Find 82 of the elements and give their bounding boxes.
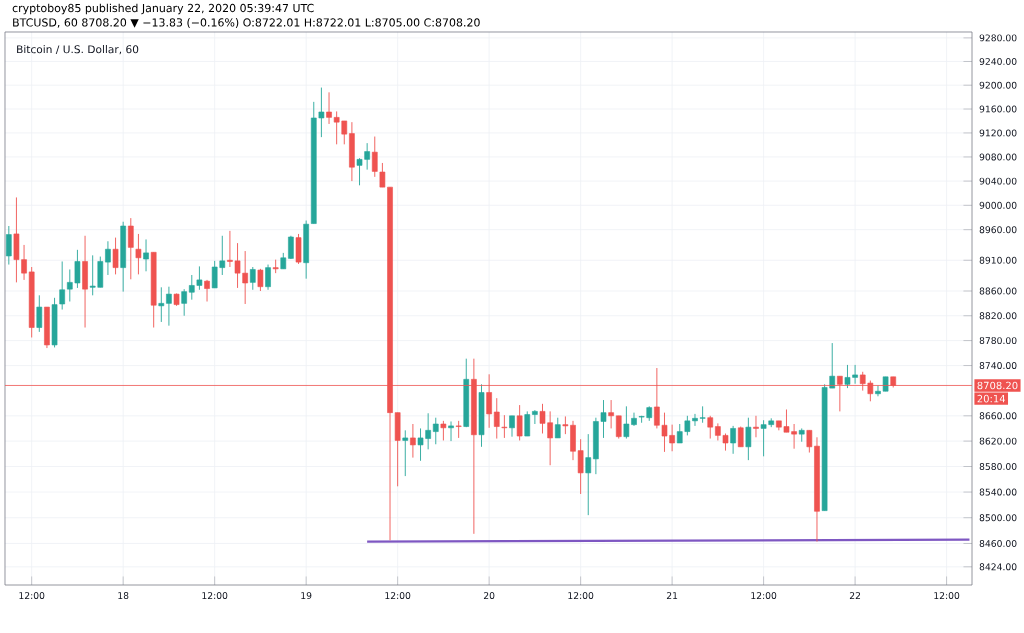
y-tick-label: 9080.00 bbox=[979, 153, 1017, 161]
x-tick-label: 12:00 bbox=[19, 592, 45, 600]
candlestick bbox=[158, 286, 165, 323]
x-tick-label: 19 bbox=[301, 592, 312, 600]
y-tick-label: 9040.00 bbox=[979, 177, 1017, 185]
candlestick bbox=[600, 399, 607, 439]
y-tick-label: 8540.00 bbox=[979, 488, 1017, 496]
y-tick-label: 8780.00 bbox=[979, 337, 1017, 345]
candlestick bbox=[608, 399, 614, 429]
x-tick-label: 18 bbox=[118, 592, 129, 600]
y-tick-label: 8500.00 bbox=[979, 514, 1017, 522]
candlestick bbox=[440, 420, 447, 441]
x-tick-label: 12:00 bbox=[568, 592, 594, 600]
candlestick bbox=[448, 421, 454, 442]
candlestick bbox=[516, 404, 523, 441]
x-tick-label: 12:00 bbox=[385, 592, 411, 600]
candlestick bbox=[166, 286, 172, 327]
candlestick bbox=[127, 217, 134, 280]
candlestick bbox=[699, 405, 706, 424]
y-tick-label: 9120.00 bbox=[979, 129, 1017, 137]
x-tick-label: 12:00 bbox=[751, 592, 777, 600]
candlestick bbox=[501, 414, 508, 439]
candlestick bbox=[509, 415, 515, 438]
y-tick-label: 9000.00 bbox=[979, 201, 1017, 209]
candlestick bbox=[745, 417, 752, 461]
candlestick bbox=[135, 233, 142, 275]
y-tick-label: 8860.00 bbox=[979, 287, 1017, 295]
y-tick-label: 8580.00 bbox=[979, 463, 1017, 470]
candlestick bbox=[265, 264, 271, 291]
candlestick bbox=[493, 397, 500, 440]
candlestick bbox=[371, 136, 378, 178]
candlestick bbox=[272, 259, 279, 274]
y-tick-label: 8620.00 bbox=[979, 437, 1017, 445]
candlestick bbox=[455, 420, 462, 439]
candlestick bbox=[410, 423, 416, 459]
candlestick bbox=[356, 157, 363, 186]
y-tick-label: 8820.00 bbox=[979, 312, 1017, 320]
candlestick bbox=[36, 294, 43, 333]
ref-line-label: 8708.20 bbox=[977, 381, 1018, 390]
candlestick bbox=[59, 261, 65, 310]
candlestick bbox=[730, 425, 736, 455]
candlestick bbox=[554, 417, 561, 439]
y-tick-label: 9240.00 bbox=[979, 58, 1017, 65]
candlestick bbox=[615, 415, 622, 440]
x-tick-label: 12:00 bbox=[202, 592, 228, 600]
text: 20:14 bbox=[977, 394, 1006, 403]
candlestick bbox=[585, 433, 592, 516]
candlestick bbox=[112, 237, 119, 275]
y-tick-label: 9280.00 bbox=[979, 34, 1017, 42]
y-tick-label: 8960.00 bbox=[979, 226, 1017, 234]
x-tick-label: 12:00 bbox=[934, 592, 960, 600]
candlestick bbox=[21, 244, 27, 281]
candlestick bbox=[364, 142, 370, 171]
x-tick-label: 20 bbox=[483, 592, 495, 600]
y-tick-label: 8740.00 bbox=[979, 362, 1017, 370]
y-tick-label: 9200.00 bbox=[979, 81, 1017, 89]
candlestick bbox=[196, 265, 203, 291]
candlestick bbox=[707, 415, 714, 440]
candlestick bbox=[181, 288, 187, 317]
text: cryptoboy85 published January 22, 2020 05:39:47 UTC bbox=[12, 3, 314, 15]
y-tick-label: 9160.00 bbox=[979, 105, 1017, 113]
candlestick bbox=[249, 266, 256, 291]
candlestick bbox=[753, 415, 759, 438]
candlestick bbox=[852, 364, 858, 385]
y-tick-label: 8424.00 bbox=[979, 563, 1017, 571]
y-tick-label: 8910.00 bbox=[979, 256, 1017, 264]
y-tick-label: 8460.00 bbox=[979, 540, 1017, 547]
candlestick bbox=[105, 240, 111, 276]
candlestick bbox=[875, 385, 881, 397]
candlestick bbox=[143, 238, 149, 272]
candlestick bbox=[402, 429, 409, 477]
x-tick-label: 22 bbox=[849, 592, 861, 599]
text: Bitcoin / U.S. Dollar, 60 bbox=[17, 45, 139, 55]
candlestick bbox=[188, 274, 195, 301]
y-tick-label: 8660.00 bbox=[979, 412, 1017, 420]
candlestick bbox=[844, 364, 851, 389]
candlestick bbox=[532, 409, 538, 425]
x-tick-label: 21 bbox=[666, 592, 678, 599]
candlestick bbox=[524, 410, 531, 437]
candlestick bbox=[432, 417, 439, 445]
chart-subtitle: BTCUSD, 60 8708.20 ▼ −13.83 (−0.16%) O:8722.01 H:8722.01 L:8705.00 C:8708.20 bbox=[13, 18, 480, 28]
candlestick bbox=[6, 225, 12, 265]
